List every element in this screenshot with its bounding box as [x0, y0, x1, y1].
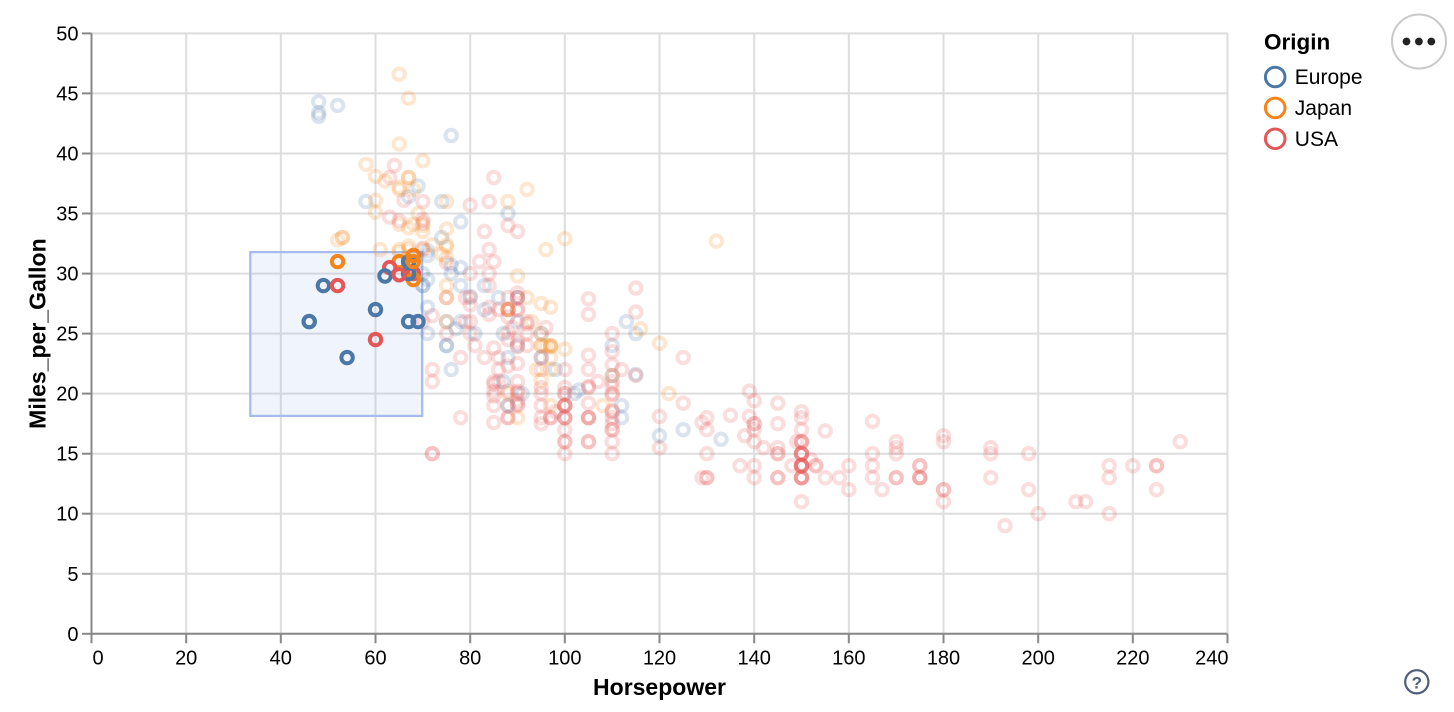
svg-text:10: 10 — [56, 504, 78, 526]
svg-text:100: 100 — [548, 648, 581, 670]
svg-text:Miles_per_Gallon: Miles_per_Gallon — [25, 238, 51, 428]
svg-text:80: 80 — [459, 648, 481, 670]
svg-text:220: 220 — [1116, 648, 1149, 670]
svg-text:15: 15 — [56, 444, 78, 466]
svg-text:0: 0 — [67, 624, 78, 646]
svg-text:Europe: Europe — [1295, 66, 1363, 89]
svg-text:20: 20 — [56, 384, 78, 406]
svg-text:180: 180 — [927, 648, 960, 670]
svg-text:35: 35 — [56, 204, 78, 226]
svg-text:Origin: Origin — [1264, 30, 1330, 55]
svg-text:60: 60 — [364, 648, 386, 670]
svg-text:Japan: Japan — [1295, 97, 1352, 120]
svg-text:160: 160 — [832, 648, 865, 670]
svg-text:Horsepower: Horsepower — [593, 674, 726, 700]
svg-text:45: 45 — [56, 83, 78, 105]
svg-text:50: 50 — [56, 23, 78, 45]
svg-text:?: ? — [1412, 674, 1422, 693]
svg-text:120: 120 — [643, 648, 676, 670]
svg-text:40: 40 — [56, 144, 78, 166]
svg-text:200: 200 — [1022, 648, 1055, 670]
svg-text:40: 40 — [270, 648, 292, 670]
svg-text:USA: USA — [1295, 128, 1338, 151]
svg-text:140: 140 — [738, 648, 771, 670]
svg-text:5: 5 — [67, 564, 78, 586]
svg-text:30: 30 — [56, 264, 78, 286]
svg-text:240: 240 — [1195, 648, 1228, 670]
svg-text:0: 0 — [93, 648, 104, 670]
svg-text:25: 25 — [56, 324, 78, 346]
svg-text:20: 20 — [175, 648, 197, 670]
